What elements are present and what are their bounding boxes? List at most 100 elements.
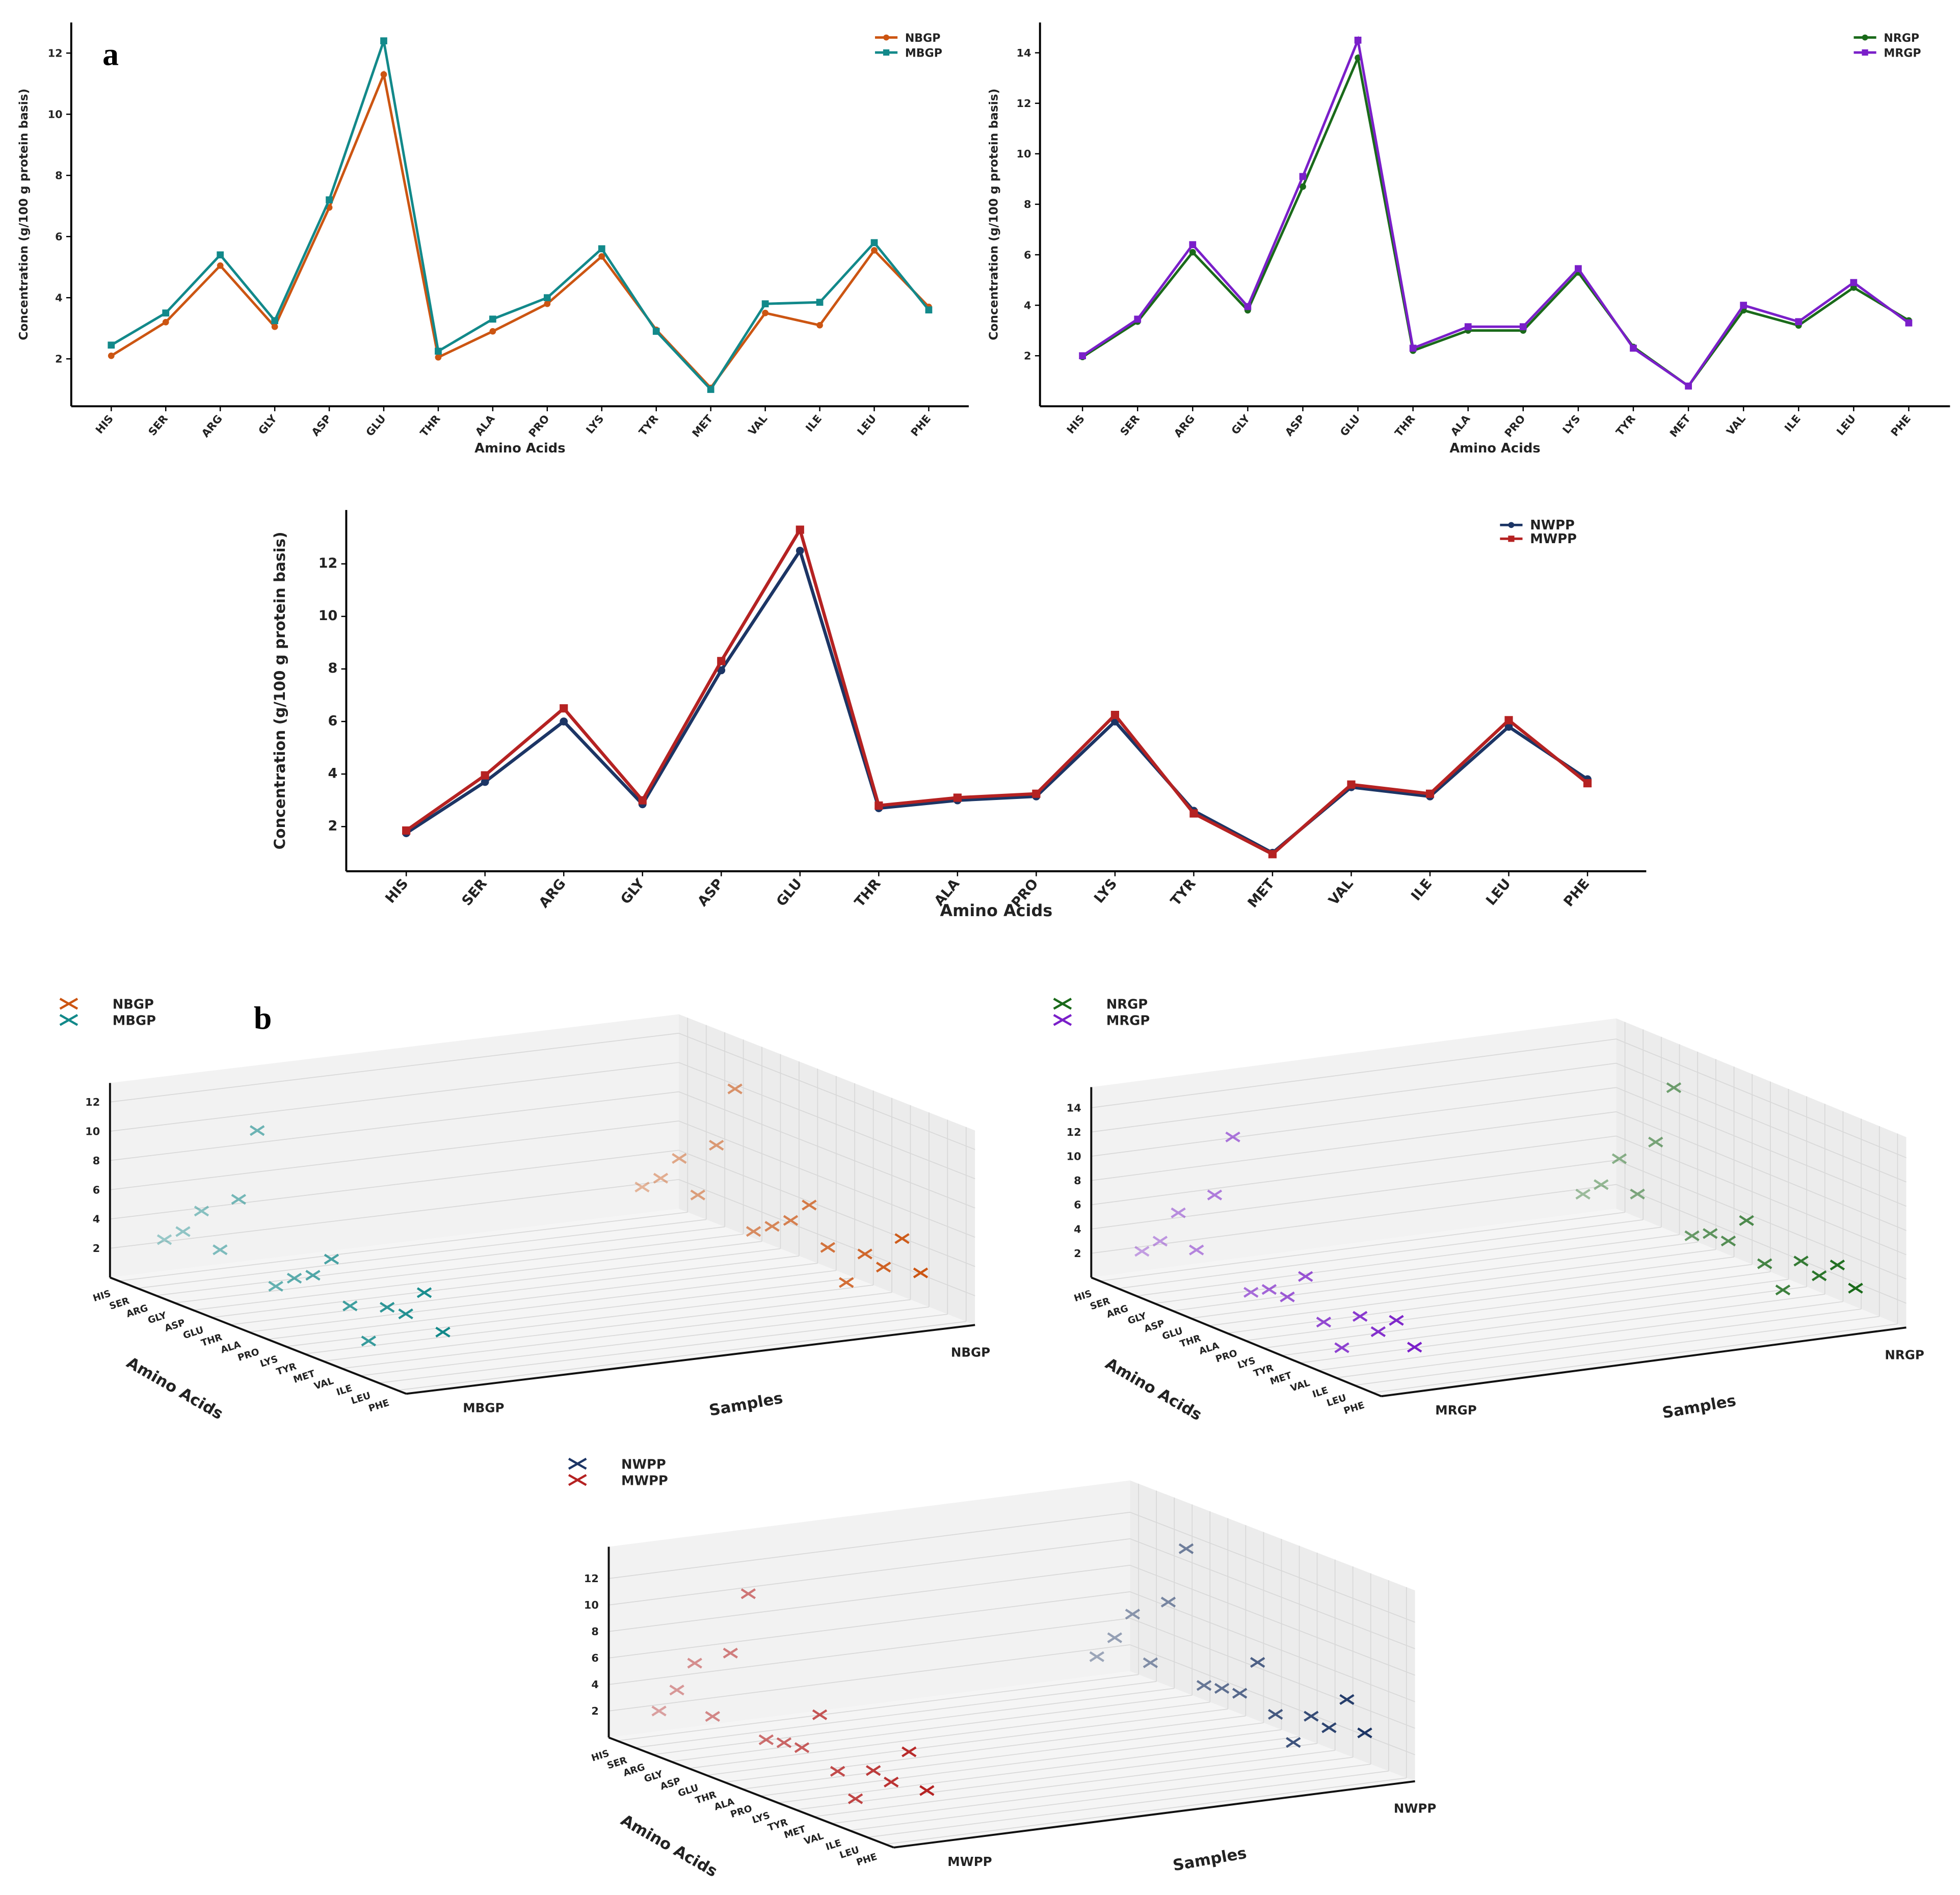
- data-point-NRGP: [1684, 1230, 1700, 1241]
- data-point-NBGP: [871, 247, 878, 254]
- data-point-NRGP: [1630, 1188, 1645, 1200]
- series-line-MBGP: [111, 40, 930, 392]
- data-point-MWPP: [919, 1785, 935, 1796]
- data-point-MRGP: [1207, 1189, 1223, 1200]
- gridline: [1091, 1087, 1617, 1157]
- panel-label-b: b: [254, 1000, 272, 1036]
- samples-axis-line: [406, 1324, 975, 1395]
- data-point-MRGP: [1243, 1287, 1259, 1298]
- x-tick-label: ILE: [803, 413, 824, 434]
- legend-marker-NBGP: [59, 998, 78, 1010]
- floor-pane: [608, 1671, 1415, 1848]
- gridline: [885, 1777, 1407, 1845]
- data-point-NWPP: [717, 666, 726, 675]
- data-point-MRGP: [1298, 1271, 1313, 1282]
- data-point-MBGP: [598, 245, 605, 253]
- x-axis-title: Amino Acids: [1449, 441, 1540, 456]
- gridline: [1616, 1087, 1906, 1207]
- gridline: [1130, 1538, 1415, 1649]
- gridline: [230, 1255, 799, 1325]
- data-point-NWPP: [1160, 1596, 1176, 1608]
- amino-acid-axis-title: Amino Acids: [123, 1354, 226, 1423]
- x-tick-label: LEU: [855, 413, 879, 438]
- x-tick-label: MET: [690, 412, 716, 440]
- gridline: [678, 1150, 975, 1267]
- data-point-NRGP: [1189, 249, 1196, 256]
- data-point-NBGP: [634, 1181, 650, 1193]
- gridline: [1336, 1309, 1862, 1378]
- data-point-MRGP: [1354, 36, 1362, 44]
- data-point-MRGP: [1389, 1315, 1404, 1326]
- data-point-MRGP: [1225, 1131, 1240, 1142]
- amino-acid-axis-line: [608, 1737, 894, 1849]
- gridline: [360, 1306, 929, 1376]
- z-tick-label: 10: [584, 1599, 599, 1611]
- data-point-MBGP: [543, 294, 551, 302]
- y-tick-label: 2: [55, 353, 63, 365]
- amino-acid-axis-line: [1091, 1276, 1382, 1398]
- data-point-MWPP: [758, 1734, 774, 1745]
- gridline: [137, 1219, 706, 1289]
- y-tick-label: 10: [319, 608, 338, 624]
- data-point-NWPP: [1196, 1680, 1212, 1691]
- gridline: [193, 1241, 762, 1311]
- x-axis-title: Amino Acids: [940, 901, 1053, 920]
- legend-marker-MWPP: [568, 1474, 587, 1486]
- data-point-MBGP: [435, 1326, 451, 1338]
- data-point-NBGP: [489, 328, 496, 335]
- gridline: [119, 1212, 688, 1282]
- y-tick-label: 6: [1024, 249, 1031, 261]
- y-tick-label: 2: [1024, 350, 1031, 362]
- data-point-NRGP: [1812, 1270, 1827, 1282]
- series-line-MRGP: [1081, 36, 1910, 388]
- data-point-MBGP: [324, 1253, 339, 1265]
- x-tick-label: THR: [418, 413, 443, 439]
- data-point-MWPP: [669, 1685, 684, 1696]
- gridline: [1118, 1219, 1644, 1289]
- gridline: [1130, 1591, 1415, 1702]
- data-point-NWPP: [1304, 1711, 1319, 1722]
- data-point-NWPP: [560, 717, 568, 726]
- data-point-NBGP: [762, 309, 769, 316]
- z-tick-label: 6: [93, 1184, 100, 1196]
- z-tick-label: 12: [584, 1572, 599, 1585]
- gridline: [849, 1764, 1371, 1831]
- data-point-NWPP: [1178, 1543, 1194, 1554]
- sample-tick-label: MBGP: [463, 1400, 504, 1415]
- gridline: [1091, 1062, 1617, 1133]
- data-point-NWPP: [1339, 1694, 1355, 1705]
- gridline: [110, 1179, 679, 1249]
- series-line-NWPP: [405, 547, 1588, 855]
- line-chart-1: 2 4 6 8 10 12 HIS SER ARG GLY ASP GLU THR ALA PRO LYS TY…: [17, 22, 969, 456]
- data-point-MBGP: [286, 1272, 302, 1284]
- legend-marker-NBGP: [883, 34, 889, 41]
- z-tick-label: 4: [1074, 1223, 1081, 1235]
- y-tick-label: 14: [1017, 47, 1031, 59]
- data-point-NRGP: [1757, 1258, 1772, 1269]
- z-tick-label: 8: [591, 1625, 599, 1638]
- data-point-NBGP: [783, 1215, 799, 1226]
- legend-label-MBGP: MBGP: [905, 47, 942, 60]
- x-tick-label: THR: [1392, 413, 1417, 439]
- data-point-MRGP: [1370, 1326, 1386, 1338]
- data-point-MBGP: [217, 251, 224, 259]
- data-point-NBGP: [816, 322, 823, 329]
- gridline: [1318, 1301, 1843, 1371]
- gridline: [706, 1709, 1228, 1776]
- legend-label-MRGP: MRGP: [1106, 1013, 1150, 1029]
- data-point-NBGP: [544, 300, 551, 307]
- scatter3d-chart-3: 24681012HISSERARGGLYASPGLUTHRALAPROLYSTY…: [568, 1457, 1436, 1881]
- data-point-NWPP: [1214, 1683, 1230, 1694]
- x-tick-label: SER: [146, 413, 170, 438]
- legend-marker-MBGP: [59, 1014, 78, 1026]
- back-pane: [608, 1480, 1130, 1738]
- gridline: [1136, 1226, 1661, 1297]
- legend-label-NRGP: NRGP: [1106, 997, 1148, 1012]
- data-point-MRGP: [1134, 1246, 1150, 1257]
- data-point-NBGP: [820, 1242, 836, 1253]
- data-point-NRGP: [1703, 1228, 1718, 1239]
- x-tick-label: GLY: [1229, 412, 1253, 437]
- z-tick-label: 12: [85, 1096, 100, 1108]
- x-tick-label: VAL: [1326, 876, 1356, 909]
- x-tick-label: ILE: [1408, 876, 1435, 904]
